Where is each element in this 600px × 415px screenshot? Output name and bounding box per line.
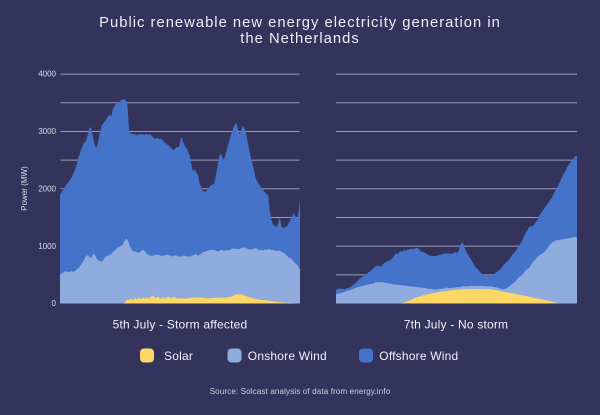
svg-text:5th July - Storm affected: 5th July - Storm affected <box>113 318 248 332</box>
svg-text:7th July - No storm: 7th July - No storm <box>404 318 509 332</box>
svg-text:Power (MW): Power (MW) <box>20 166 29 211</box>
svg-text:2000: 2000 <box>38 184 56 193</box>
svg-text:3000: 3000 <box>38 127 56 136</box>
svg-text:Solar: Solar <box>164 349 193 363</box>
svg-text:Offshore Wind: Offshore Wind <box>379 349 458 363</box>
svg-text:Onshore Wind: Onshore Wind <box>248 349 327 363</box>
svg-text:4000: 4000 <box>38 70 56 79</box>
svg-text:0: 0 <box>52 299 57 308</box>
svg-text:1000: 1000 <box>38 242 56 251</box>
svg-text:Source: Solcast analysis of da: Source: Solcast analysis of data from en… <box>210 387 391 396</box>
